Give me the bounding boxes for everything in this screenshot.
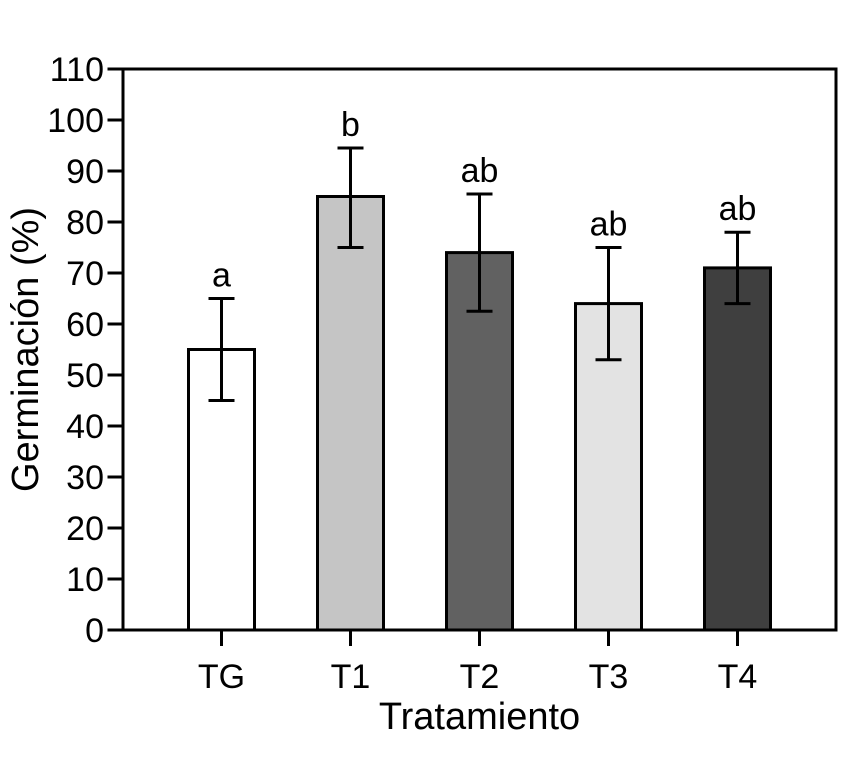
bar-t4 <box>703 266 772 632</box>
y-tick-label-30: 30 <box>66 459 104 497</box>
error-bar-t2 <box>466 192 493 313</box>
y-axis-title: Germinación (%) <box>5 207 47 492</box>
sig-letter-t2: ab <box>461 152 499 190</box>
sig-letter-tg: a <box>212 257 231 295</box>
x-tick-label-t4: T4 <box>718 658 758 696</box>
error-bar-t1 <box>337 146 364 249</box>
plot-border <box>121 67 838 632</box>
error-bar-t4 <box>724 230 751 306</box>
x-tick-label-t3: T3 <box>589 658 629 696</box>
x-tick-label-tg: TG <box>198 658 245 696</box>
y-tick-label-60: 60 <box>66 306 104 344</box>
y-tick-label-10: 10 <box>66 561 104 599</box>
error-bar-tg <box>208 297 235 402</box>
y-axis-ticks: 0 10 20 30 40 50 60 70 80 90 100 110 <box>47 51 122 650</box>
sig-letter-t3: ab <box>590 206 628 244</box>
y-tick-label-70: 70 <box>66 255 104 293</box>
error-bars-group <box>208 146 751 402</box>
x-tick-label-t2: T2 <box>460 658 500 696</box>
error-bar-t3 <box>595 246 622 362</box>
y-tick-label-0: 0 <box>85 612 104 650</box>
y-tick-label-100: 100 <box>47 102 104 140</box>
bar-t1 <box>316 195 385 632</box>
y-tick-label-110: 110 <box>50 51 104 89</box>
x-axis-title: Tratamiento <box>379 696 580 738</box>
y-tick-label-20: 20 <box>66 510 104 548</box>
y-tick-label-90: 90 <box>66 153 104 191</box>
y-tick-label-40: 40 <box>66 408 104 446</box>
x-tick-label-t1: T1 <box>331 658 371 696</box>
y-tick-label-50: 50 <box>66 357 104 395</box>
bar-t3 <box>574 302 643 632</box>
y-tick-label-80: 80 <box>66 204 104 242</box>
sig-letter-t1: b <box>341 106 360 144</box>
sig-letter-t4: ab <box>719 190 757 228</box>
x-axis-ticks: TG T1 T2 T3 T4 <box>198 631 758 696</box>
